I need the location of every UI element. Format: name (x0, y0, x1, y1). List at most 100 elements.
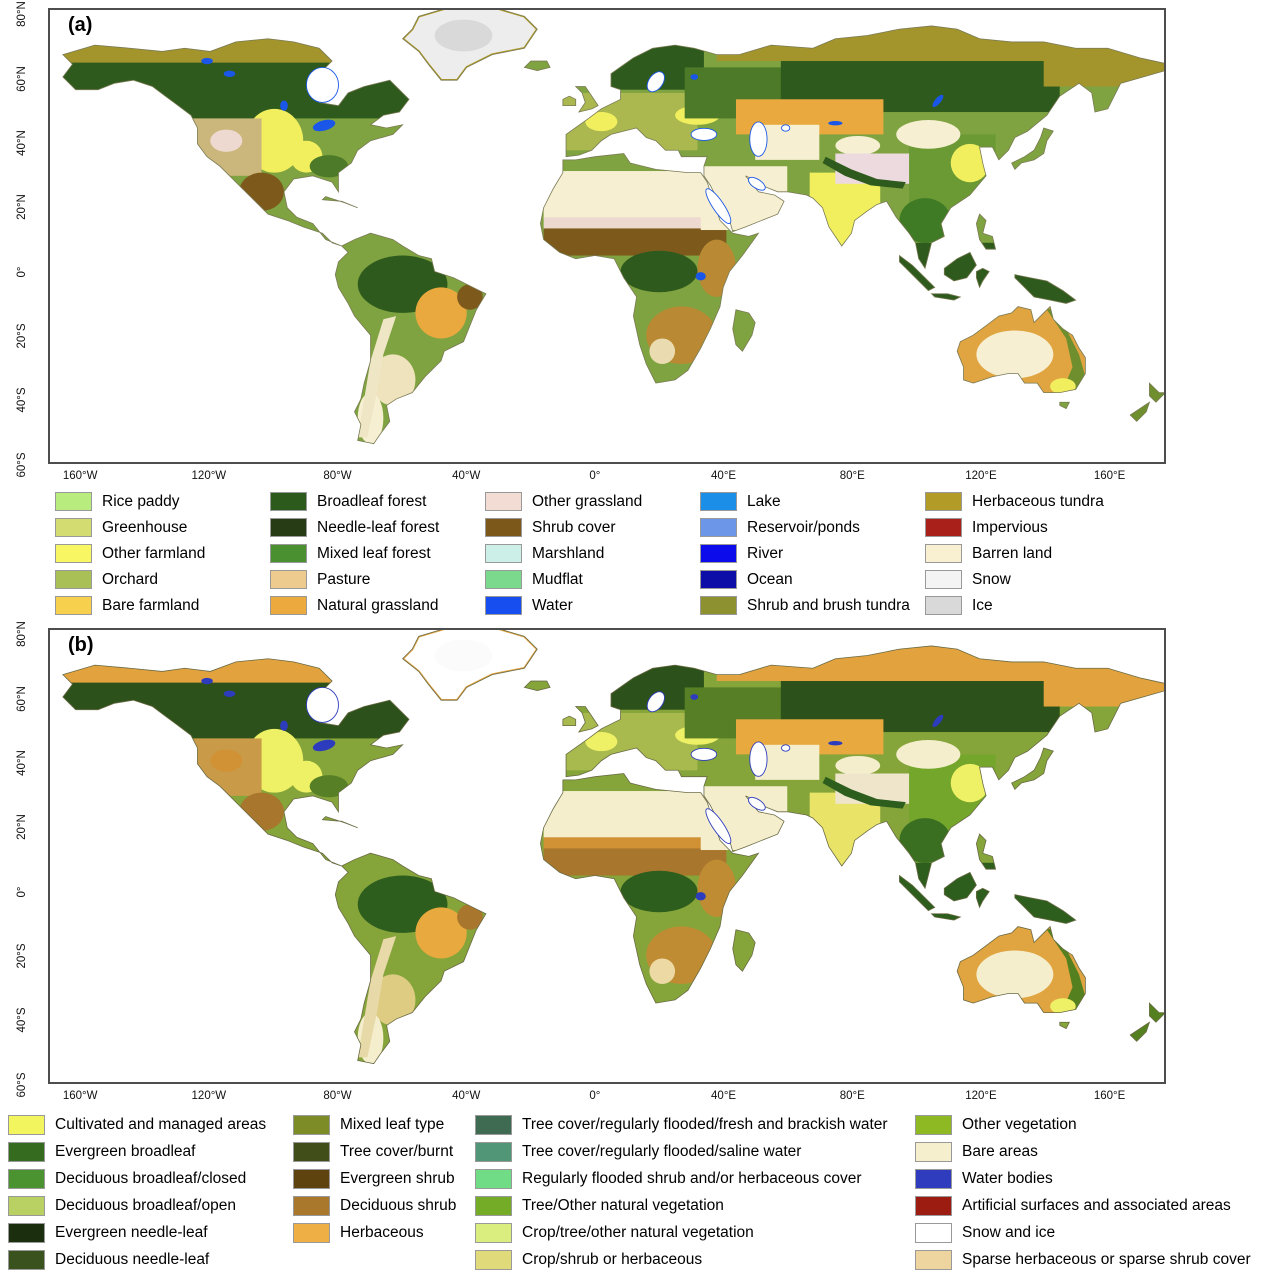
map-panel-a: (a) (48, 8, 1166, 464)
lon-tick-a: 80°E (839, 470, 865, 482)
legend-item: Deciduous shrub (293, 1196, 456, 1216)
lon-tick-b: 160°E (1093, 1090, 1126, 1102)
lat-tick-b: 40°N (16, 750, 28, 776)
lon-tick-b: 120°W (191, 1090, 227, 1102)
legend-label: Tree/Other natural vegetation (522, 1197, 724, 1214)
legend-swatch (293, 1169, 330, 1189)
legend-label: Natural grassland (317, 596, 439, 614)
legend-swatch (8, 1250, 45, 1270)
world-map-b (50, 630, 1164, 1082)
lat-tick-b: 60°S (16, 1072, 28, 1098)
legend-item: Deciduous broadleaf/closed (8, 1169, 246, 1189)
legend-swatch (8, 1196, 45, 1216)
legend-label: Artificial surfaces and associated areas (962, 1197, 1231, 1214)
legend-swatch (270, 570, 307, 589)
lat-tick-a: 60°N (16, 65, 28, 92)
legend-item: Snow and ice (915, 1223, 1055, 1243)
legend-swatch (293, 1223, 330, 1243)
legend-label: Tree cover/burnt (340, 1143, 454, 1160)
legend-swatch (915, 1142, 952, 1162)
legend-swatch (55, 544, 92, 563)
legend-label: Deciduous needle-leaf (55, 1251, 210, 1268)
legend-label: Barren land (972, 544, 1053, 562)
legend-item: Bare areas (915, 1142, 1038, 1162)
legend-label: Sparse herbaceous or sparse shrub cover (962, 1251, 1251, 1268)
legend-swatch (475, 1250, 512, 1270)
legend-swatch (475, 1142, 512, 1162)
panel-b-label: (b) (68, 634, 94, 656)
legend-swatch (475, 1115, 512, 1135)
legend-label: River (747, 544, 784, 562)
legend-item: Evergreen shrub (293, 1169, 455, 1189)
lon-tick-b: 80°W (323, 1090, 352, 1102)
legend-swatch (270, 544, 307, 563)
lon-tick-a: 40°E (711, 470, 737, 482)
legend-item: Evergreen broadleaf (8, 1142, 195, 1162)
legend-item: Tree cover/regularly flooded/fresh and b… (475, 1115, 888, 1135)
legend-swatch (700, 570, 737, 589)
legend-label: Impervious (972, 518, 1048, 536)
legend-label: Herbaceous (340, 1224, 424, 1241)
lat-tick-b: 20°S (16, 943, 28, 969)
legend-swatch (485, 544, 522, 563)
legend-item: Other vegetation (915, 1115, 1077, 1135)
legend-swatch (8, 1223, 45, 1243)
lon-tick-a: 0° (589, 470, 601, 482)
legend-label: Shrub cover (532, 518, 616, 536)
legend-label: Mudflat (532, 570, 583, 588)
legend-swatch (925, 544, 962, 563)
legend-item: Mudflat (485, 570, 583, 589)
legend-label: Evergreen needle-leaf (55, 1224, 208, 1241)
lat-tick-b: 40°S (16, 1007, 28, 1033)
legend-swatch (700, 492, 737, 511)
lat-tick-a: 20°N (16, 194, 28, 221)
legend-swatch (475, 1196, 512, 1216)
legend-swatch (55, 570, 92, 589)
legend-label: Crop/tree/other natural vegetation (522, 1224, 754, 1241)
legend-swatch (700, 596, 737, 615)
legend-swatch (925, 518, 962, 537)
legend-swatch (293, 1142, 330, 1162)
lon-tick-b: 40°W (452, 1090, 481, 1102)
legend-item: Mixed leaf forest (270, 544, 431, 563)
lat-tick-a: 20°S (16, 323, 28, 349)
legend-item: Lake (700, 492, 781, 511)
legend-label: Snow and ice (962, 1224, 1056, 1241)
legend-item: Crop/tree/other natural vegetation (475, 1223, 754, 1243)
legend-swatch (915, 1223, 952, 1243)
lon-tick-a: 160°W (62, 470, 98, 482)
legend-label: Deciduous broadleaf/closed (55, 1170, 247, 1187)
lat-tick-a: 40°N (16, 130, 28, 156)
legend-item: Tree cover/regularly flooded/saline wate… (475, 1142, 801, 1162)
legend-item: Rice paddy (55, 492, 180, 511)
legend-label: Deciduous shrub (340, 1197, 457, 1214)
legend-label: Other vegetation (962, 1116, 1077, 1133)
legend-swatch (8, 1169, 45, 1189)
lat-tick-a: 40°S (16, 387, 28, 413)
legend-label: Orchard (102, 570, 158, 588)
lon-tick-b: 120°E (965, 1090, 997, 1102)
legend-label: Snow (972, 570, 1011, 588)
legend-item: Natural grassland (270, 596, 438, 615)
legend-label: Mixed leaf type (340, 1116, 445, 1133)
lat-tick-b: 80°N (16, 621, 28, 648)
lon-tick-b: 80°E (839, 1090, 865, 1102)
legend-swatch (55, 518, 92, 537)
legend-swatch (485, 518, 522, 537)
legend-swatch (475, 1169, 512, 1189)
legend-label: Rice paddy (102, 492, 180, 510)
legend-item: Herbaceous tundra (925, 492, 1104, 511)
legend-item: Artificial surfaces and associated areas (915, 1196, 1231, 1216)
panel-a-label: (a) (68, 14, 93, 36)
legend-item: Orchard (55, 570, 158, 589)
legend-item: Pasture (270, 570, 370, 589)
lon-tick-a: 120°W (191, 470, 227, 482)
legend-item: Broadleaf forest (270, 492, 426, 511)
world-map-a (50, 10, 1164, 462)
legend-label: Water (532, 596, 573, 614)
legend-label: Bare farmland (102, 596, 200, 614)
lat-tick-a: 60°S (16, 452, 28, 478)
legend-label: Bare areas (962, 1143, 1038, 1160)
legend-swatch (475, 1223, 512, 1243)
lat-tick-a: 0° (16, 266, 28, 278)
